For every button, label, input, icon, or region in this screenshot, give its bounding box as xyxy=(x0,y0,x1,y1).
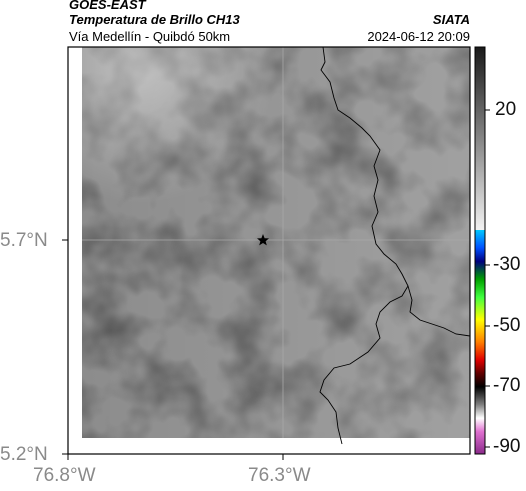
lat-tick-label: 5.7°N xyxy=(0,230,48,251)
satellite-title: GOES-EAST xyxy=(69,0,146,12)
colorbar-label: 20 xyxy=(495,99,517,120)
colorbar-label: -90 xyxy=(493,436,521,457)
border-line xyxy=(319,46,409,445)
lon-tick-label: 76.3°W xyxy=(248,465,311,486)
colorbar-label: -30 xyxy=(493,254,521,275)
datetime-label: 2024-06-12 20:09 xyxy=(367,29,470,44)
map-frame xyxy=(67,46,471,455)
provider-label: SIATA xyxy=(432,12,470,27)
star-icon xyxy=(257,234,269,246)
colorbar-label: -50 xyxy=(493,315,521,336)
colorbar-label: -70 xyxy=(493,375,521,396)
border-line-east xyxy=(407,285,471,337)
colorbar xyxy=(474,46,490,455)
lat-tick-label: 5.2°N xyxy=(0,444,48,465)
lon-tick-label: 76.8°W xyxy=(33,465,96,486)
product-title: Temperatura de Brillo CH13 xyxy=(69,12,240,27)
region-label: Vía Medellín - Quibdó 50km xyxy=(69,29,231,44)
satellite-image xyxy=(82,47,470,438)
